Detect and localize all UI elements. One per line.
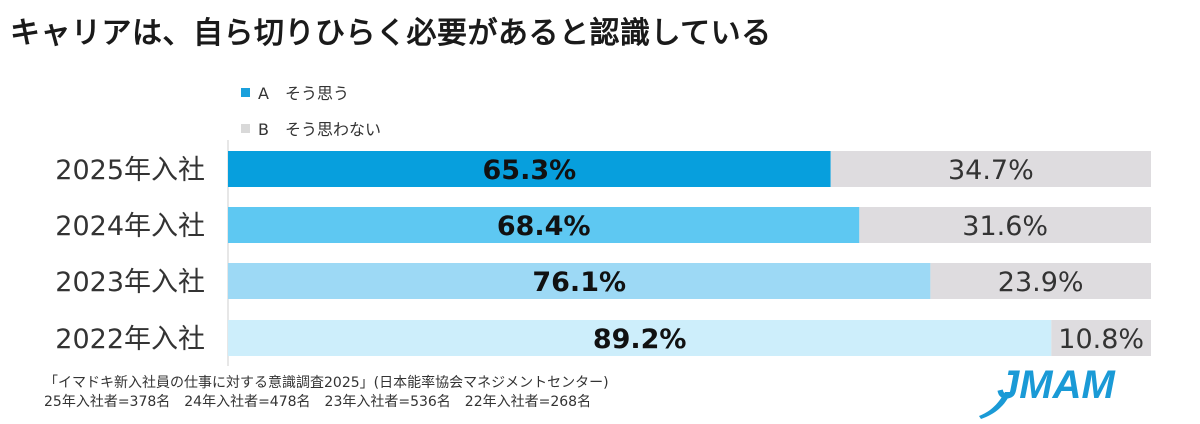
jmam-logo: JMAM xyxy=(979,363,1116,419)
category-label: 2023年入社 xyxy=(55,267,205,298)
data-label-agree: 68.4% xyxy=(497,211,591,242)
data-label-disagree: 10.8% xyxy=(1058,324,1144,355)
bar-disagree xyxy=(930,263,1151,299)
legend-swatch-disagree xyxy=(241,123,250,133)
category-label: 2025年入社 xyxy=(55,155,205,186)
logo-text: JMAM xyxy=(997,363,1116,407)
bar-disagree xyxy=(1051,320,1151,356)
legend-item-disagree: B そう思わない xyxy=(241,116,381,140)
bar-agree xyxy=(228,263,931,299)
footnote-sample-line: 25年入社者=378名 24年入社者=478名 23年入社者=536名 22年入… xyxy=(44,394,592,410)
data-label-agree: 65.3% xyxy=(483,155,577,186)
source-footnote: 「イマドキ新入社員の仕事に対する意識調査2025」(日本能率協会マネジメントセン… xyxy=(44,374,609,412)
logo-swoosh xyxy=(979,392,1011,419)
legend-swatch-agree xyxy=(241,87,250,97)
bar-disagree xyxy=(830,151,1151,187)
chart-title: キャリアは、自ら切りひらく必要があると認識している xyxy=(10,16,772,51)
stacked-bar-chart: 2025年入社 65.3% 34.7% 2024年入社 68.4% 31.6% 2023年入… xyxy=(55,140,1151,366)
bar-agree xyxy=(228,151,831,187)
category-label: 2024年入社 xyxy=(55,211,205,242)
data-label-disagree: 31.6% xyxy=(962,211,1048,242)
bar-agree xyxy=(228,320,1052,356)
category-label: 2022年入社 xyxy=(55,324,205,355)
legend-item-agree: A そう思う xyxy=(241,80,349,104)
bar-disagree xyxy=(859,207,1151,243)
data-label-agree: 89.2% xyxy=(593,324,687,355)
footnote-source-line: 「イマドキ新入社員の仕事に対する意識調査2025」(日本能率協会マネジメントセン… xyxy=(44,375,609,391)
data-label-agree: 76.1% xyxy=(532,267,626,298)
data-label-disagree: 23.9% xyxy=(998,267,1084,298)
legend-label-disagree: B そう思わない xyxy=(258,120,381,139)
data-label-disagree: 34.7% xyxy=(948,155,1034,186)
bar-agree xyxy=(228,207,860,243)
legend-label-agree: A そう思う xyxy=(258,84,349,103)
